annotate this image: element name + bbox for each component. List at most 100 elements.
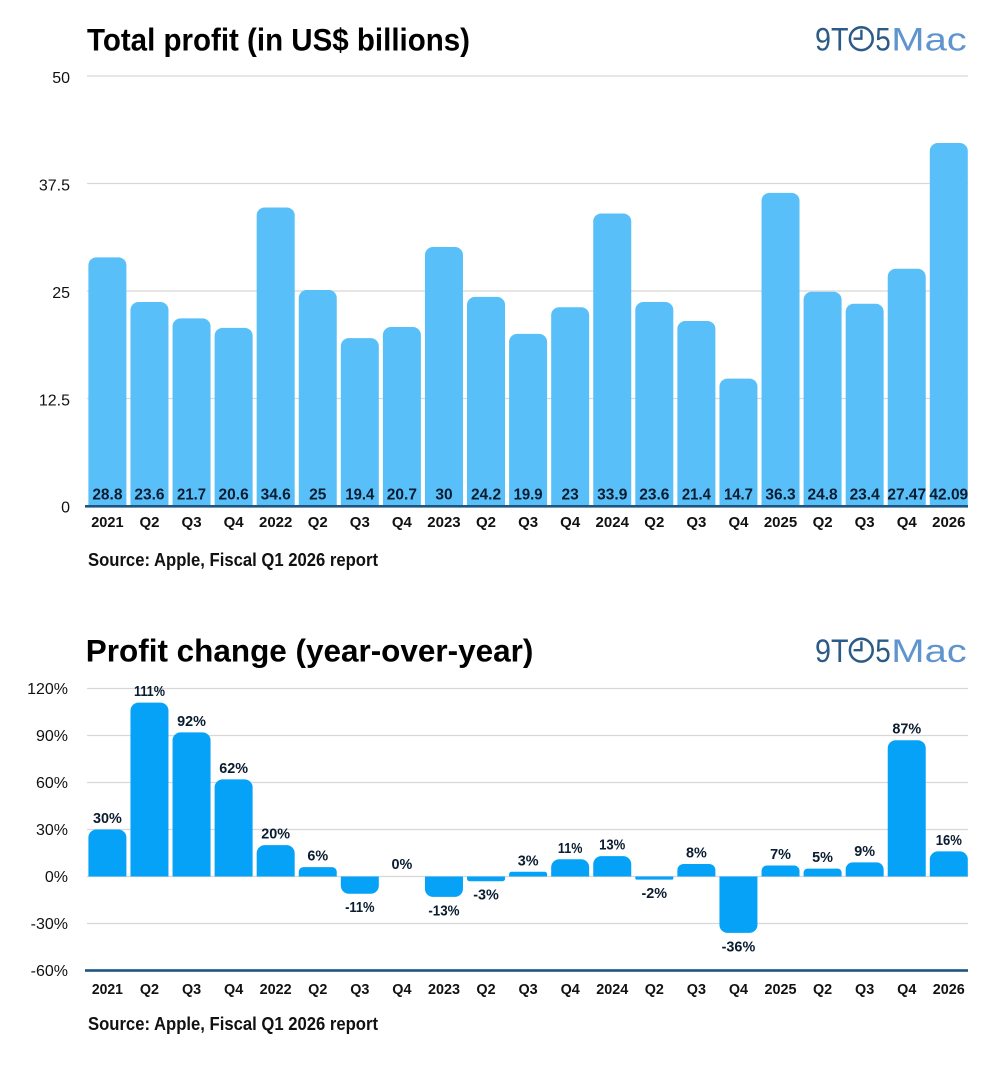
- svg-text:50: 50: [52, 70, 70, 87]
- svg-text:Q2: Q2: [308, 514, 328, 531]
- svg-text:Q4: Q4: [561, 982, 580, 998]
- svg-text:30%: 30%: [36, 822, 68, 839]
- svg-text:20.7: 20.7: [387, 487, 417, 504]
- svg-text:2021: 2021: [91, 514, 123, 531]
- svg-text:-3%: -3%: [473, 888, 499, 904]
- svg-text:23.6: 23.6: [134, 487, 165, 504]
- svg-text:30: 30: [435, 487, 452, 504]
- svg-text:2024: 2024: [596, 514, 630, 531]
- svg-text:0%: 0%: [391, 857, 412, 873]
- svg-text:Q2: Q2: [140, 982, 159, 998]
- svg-text:0: 0: [61, 499, 70, 516]
- svg-text:Q3: Q3: [686, 514, 706, 531]
- svg-text:23.4: 23.4: [850, 487, 881, 504]
- svg-text:Q3: Q3: [350, 514, 370, 531]
- svg-text:37.5: 37.5: [39, 177, 70, 194]
- svg-text:0%: 0%: [45, 869, 68, 886]
- svg-text:Q2: Q2: [644, 514, 664, 531]
- svg-text:Q3: Q3: [518, 982, 537, 998]
- svg-text:87%: 87%: [892, 722, 921, 738]
- svg-text:Q4: Q4: [224, 514, 245, 531]
- svg-text:2023: 2023: [427, 514, 460, 531]
- svg-text:120%: 120%: [27, 681, 68, 698]
- svg-text:62%: 62%: [219, 761, 248, 777]
- svg-text:-30%: -30%: [31, 916, 68, 933]
- svg-text:Q3: Q3: [182, 982, 201, 998]
- svg-text:5: 5: [875, 633, 891, 669]
- svg-text:Source: Apple, Fiscal Q1 2026: Source: Apple, Fiscal Q1 2026 report: [88, 550, 378, 570]
- svg-text:6%: 6%: [307, 849, 328, 865]
- svg-text:9%: 9%: [854, 844, 875, 860]
- svg-text:-11%: -11%: [345, 900, 375, 916]
- svg-text:Q3: Q3: [855, 514, 875, 531]
- svg-text:Q3: Q3: [182, 514, 202, 531]
- svg-text:36.3: 36.3: [765, 487, 796, 504]
- svg-text:2022: 2022: [259, 514, 292, 531]
- svg-text:Profit change (year-over-year): Profit change (year-over-year): [86, 633, 534, 669]
- svg-text:5%: 5%: [812, 850, 833, 866]
- svg-text:Q4: Q4: [560, 514, 581, 531]
- svg-text:24.8: 24.8: [808, 487, 839, 504]
- svg-text:19.4: 19.4: [345, 487, 374, 504]
- svg-text:24.2: 24.2: [471, 487, 501, 504]
- svg-text:Q4: Q4: [392, 982, 411, 998]
- svg-text:16%: 16%: [936, 833, 962, 849]
- svg-text:Q2: Q2: [813, 982, 832, 998]
- svg-text:20%: 20%: [261, 827, 290, 843]
- svg-text:Source: Apple, Fiscal Q1 2026: Source: Apple, Fiscal Q1 2026 report: [88, 1014, 378, 1034]
- svg-text:-13%: -13%: [428, 903, 459, 919]
- svg-text:2022: 2022: [260, 982, 292, 998]
- svg-text:2025: 2025: [765, 982, 797, 998]
- svg-text:20.6: 20.6: [219, 487, 250, 504]
- svg-text:7%: 7%: [770, 847, 791, 863]
- svg-text:8%: 8%: [686, 845, 707, 861]
- svg-text:5: 5: [875, 22, 891, 58]
- svg-text:-36%: -36%: [722, 939, 756, 955]
- svg-text:92%: 92%: [177, 714, 206, 730]
- svg-text:Q2: Q2: [813, 514, 833, 531]
- svg-text:111%: 111%: [134, 684, 165, 700]
- svg-text:34.6: 34.6: [261, 487, 292, 504]
- svg-text:23.6: 23.6: [639, 487, 670, 504]
- svg-text:23: 23: [562, 487, 580, 504]
- svg-text:19.9: 19.9: [514, 487, 543, 504]
- svg-text:-60%: -60%: [31, 963, 68, 980]
- svg-text:42.09: 42.09: [929, 487, 968, 504]
- svg-text:Q2: Q2: [308, 982, 327, 998]
- svg-text:Q2: Q2: [139, 514, 159, 531]
- svg-text:2025: 2025: [764, 514, 797, 531]
- svg-text:9T: 9T: [815, 22, 849, 58]
- svg-text:2026: 2026: [933, 982, 965, 998]
- svg-text:Q4: Q4: [897, 514, 918, 531]
- svg-text:Total profit (in US$ billions): Total profit (in US$ billions): [87, 22, 470, 58]
- svg-text:21.4: 21.4: [682, 487, 711, 504]
- svg-text:Q3: Q3: [687, 982, 706, 998]
- svg-text:3%: 3%: [518, 853, 539, 869]
- svg-text:27.47: 27.47: [887, 487, 926, 504]
- svg-text:25: 25: [309, 487, 327, 504]
- svg-text:Q4: Q4: [897, 982, 916, 998]
- svg-text:14.7: 14.7: [724, 487, 753, 504]
- svg-text:Q4: Q4: [392, 514, 413, 531]
- svg-text:60%: 60%: [36, 775, 68, 792]
- svg-text:2023: 2023: [428, 982, 460, 998]
- svg-text:2024: 2024: [596, 982, 628, 998]
- svg-text:Q3: Q3: [855, 982, 874, 998]
- svg-text:-2%: -2%: [642, 886, 668, 902]
- svg-text:25: 25: [52, 285, 70, 302]
- svg-text:Mac: Mac: [891, 22, 967, 58]
- svg-text:30%: 30%: [93, 811, 122, 827]
- svg-text:21.7: 21.7: [177, 487, 206, 504]
- svg-text:Q3: Q3: [518, 514, 538, 531]
- svg-text:Q2: Q2: [476, 514, 496, 531]
- svg-text:Q4: Q4: [729, 982, 748, 998]
- svg-text:13%: 13%: [599, 838, 625, 854]
- svg-text:Q4: Q4: [224, 982, 243, 998]
- svg-text:Q4: Q4: [728, 514, 749, 531]
- svg-text:90%: 90%: [36, 728, 68, 745]
- svg-text:11%: 11%: [558, 841, 583, 857]
- svg-text:2021: 2021: [92, 982, 123, 998]
- svg-text:Q2: Q2: [476, 982, 495, 998]
- svg-text:12.5: 12.5: [39, 392, 70, 409]
- svg-text:28.8: 28.8: [92, 487, 123, 504]
